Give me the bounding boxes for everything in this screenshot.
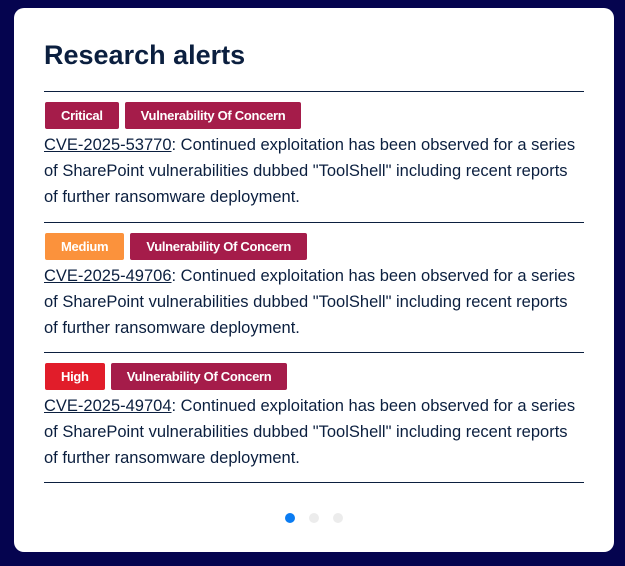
pagination-dot-3[interactable]	[333, 513, 343, 523]
cve-link[interactable]: CVE-2025-49706	[44, 267, 172, 285]
alert-text: : Continued exploitation has been observ…	[44, 136, 576, 206]
alert-item: High Vulnerability Of Concern CVE-2025-4…	[44, 353, 584, 483]
alert-description: CVE-2025-53770: Continued exploitation h…	[44, 132, 584, 210]
cve-link[interactable]: CVE-2025-53770	[44, 136, 172, 154]
card-title: Research alerts	[44, 40, 246, 70]
alert-description: CVE-2025-49706: Continued exploitation h…	[44, 263, 584, 341]
category-badge: Vulnerability Of Concern	[130, 233, 308, 260]
alert-description: CVE-2025-49704: Continued exploitation h…	[44, 393, 584, 471]
pagination-dot-1[interactable]	[285, 513, 295, 523]
pagination-dots	[285, 513, 343, 523]
severity-badge: Medium	[45, 233, 125, 260]
alert-item: Critical Vulnerability Of Concern CVE-20…	[44, 92, 584, 223]
alert-list: Critical Vulnerability Of Concern CVE-20…	[44, 91, 584, 483]
pagination-dot-2[interactable]	[309, 513, 319, 523]
category-badge: Vulnerability Of Concern	[110, 363, 288, 390]
severity-badge: High	[45, 363, 105, 390]
cve-link[interactable]: CVE-2025-49704	[44, 397, 172, 415]
severity-badge: Critical	[45, 102, 119, 129]
research-alerts-card: Research alerts Critical Vulnerability O…	[14, 8, 614, 552]
alert-text: : Continued exploitation has been observ…	[44, 267, 576, 337]
alert-item: Medium Vulnerability Of Concern CVE-2025…	[44, 223, 584, 353]
alert-text: : Continued exploitation has been observ…	[44, 397, 576, 467]
category-badge: Vulnerability Of Concern	[124, 102, 302, 129]
